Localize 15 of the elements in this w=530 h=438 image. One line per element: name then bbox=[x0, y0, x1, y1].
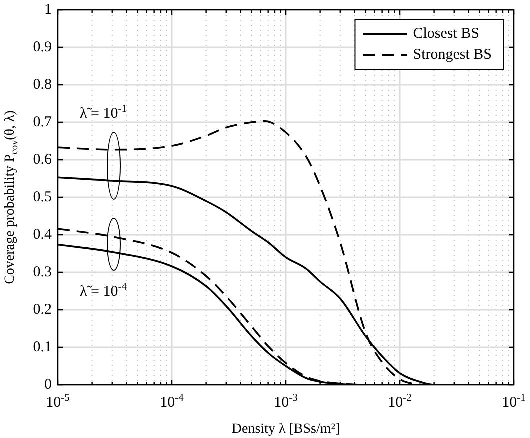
x-axis-title: Density λ [BSs/m²] bbox=[232, 422, 340, 437]
legend-label: Closest BS bbox=[413, 26, 480, 42]
y-tick-label: 0.3 bbox=[33, 264, 52, 280]
y-tick-label: 0 bbox=[44, 376, 52, 393]
y-tick-label: 0.5 bbox=[33, 189, 52, 206]
y-tick-label: 1 bbox=[44, 2, 52, 18]
y-tick-label: 0.1 bbox=[33, 339, 52, 356]
y-tick-label: 0.6 bbox=[33, 152, 52, 168]
y-axis-title: Coverage probability Pcov(θ, λ) bbox=[3, 110, 20, 284]
y-tick-label: 0.7 bbox=[33, 114, 52, 130]
y-tick-label: 0.9 bbox=[33, 39, 52, 56]
y-tick-label: 0.8 bbox=[33, 76, 52, 93]
legend-label: Strongest BS bbox=[413, 46, 492, 63]
y-tick-label: 0.2 bbox=[33, 302, 52, 318]
y-tick-label: 0.4 bbox=[33, 226, 52, 243]
